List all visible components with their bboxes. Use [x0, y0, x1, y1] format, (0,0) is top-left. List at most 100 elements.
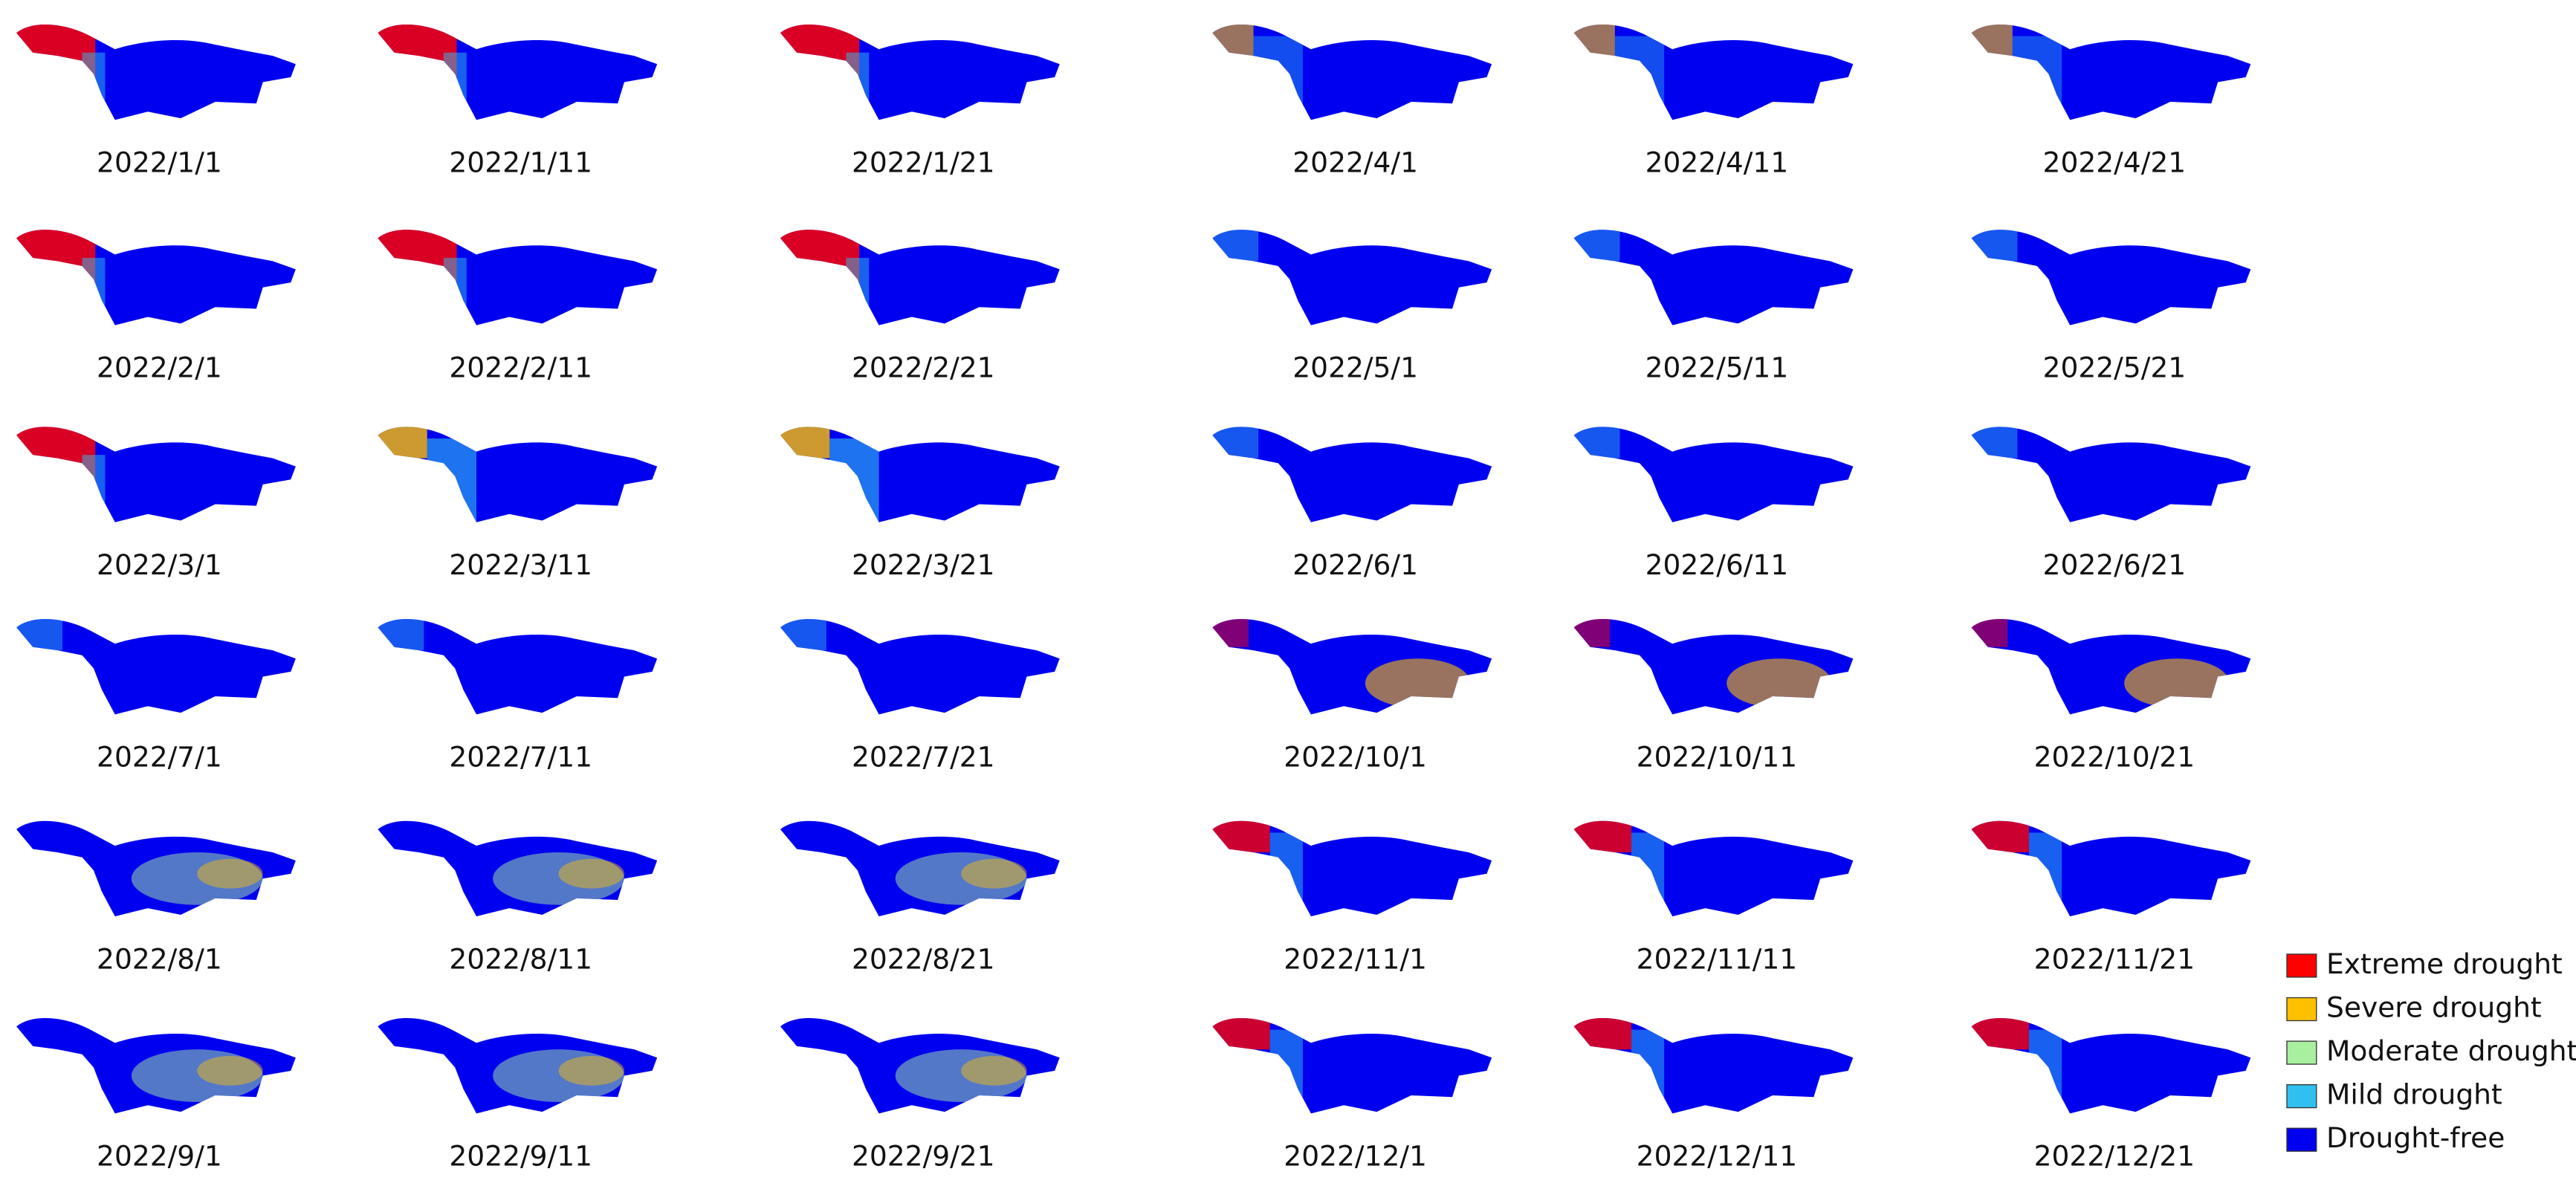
tint: [846, 52, 870, 119]
tint: [378, 24, 457, 120]
legend-swatch: [2286, 953, 2317, 978]
map-panel: [378, 230, 658, 325]
map-panel: [16, 1017, 296, 1114]
tint: [427, 438, 477, 522]
tint: [493, 1049, 624, 1102]
drought-overlay: [1573, 820, 1665, 915]
tint: [16, 230, 96, 325]
basin: [1212, 24, 1492, 120]
drought-overlay: [1212, 427, 1259, 459]
tint: [1212, 1017, 1270, 1050]
tint: [961, 1055, 1027, 1086]
map-panel: [378, 820, 658, 917]
tint: [829, 438, 879, 522]
panel-label: 2022/2/21: [852, 351, 995, 384]
drought-overlay: [1573, 230, 1620, 262]
tint: [1573, 1017, 1631, 1050]
panel-label: 2022/8/21: [852, 942, 995, 975]
legend-label: Drought-free: [2326, 1121, 2505, 1154]
basin: [780, 618, 1060, 715]
panel-label: 2022/9/1: [97, 1140, 222, 1173]
panel-label: 2022/3/1: [97, 548, 222, 581]
tint: [2028, 832, 2062, 915]
panel-label: 2022/4/11: [1645, 146, 1789, 178]
drought-overlay: [1971, 820, 2062, 915]
legend-label: Moderate drought: [2326, 1034, 2576, 1067]
drought-overlay: [1212, 230, 1259, 262]
map-panel: [1573, 230, 1854, 325]
map-panel: [1971, 230, 2251, 325]
tint: [82, 257, 106, 324]
tint: [558, 1055, 624, 1086]
map-panel: [780, 618, 1060, 715]
tint: [1631, 1029, 1665, 1112]
tint: [16, 427, 96, 522]
panel-label: 2022/10/1: [1284, 740, 1427, 773]
tint: [1573, 427, 1620, 459]
map-panel: [1212, 427, 1492, 522]
tint: [1212, 618, 1249, 647]
map-panel: [378, 1017, 658, 1114]
drought-overlay: [16, 24, 106, 120]
tint: [1971, 427, 2018, 459]
basin: [1573, 230, 1854, 325]
panel-label: 2022/11/11: [1637, 942, 1798, 975]
panel-label: 2022/2/1: [97, 351, 222, 384]
map-panel: [1212, 230, 1492, 325]
tint: [1573, 820, 1631, 852]
map-panel: [1971, 24, 2251, 120]
map-panel: [378, 427, 658, 522]
map-panel: [1971, 1017, 2251, 1114]
panel-label: 2022/7/11: [449, 740, 592, 773]
drought-overlay: [16, 427, 106, 522]
panel-label: 2022/4/21: [2043, 146, 2187, 178]
panel-label: 2022/9/11: [449, 1140, 592, 1173]
tint: [1971, 820, 2029, 852]
basin: [16, 618, 296, 715]
tint: [1726, 658, 1832, 708]
tint: [780, 24, 860, 120]
panel-label: 2022/7/1: [97, 740, 222, 773]
tint: [1269, 1029, 1303, 1112]
panel-label: 2022/10/21: [2034, 740, 2195, 773]
drought-overlay: [378, 24, 467, 120]
tint: [16, 618, 62, 651]
tint: [2012, 36, 2062, 119]
panel-label: 2022/5/11: [1645, 351, 1789, 384]
tint: [1212, 820, 1270, 852]
map-panel: [1573, 618, 1854, 715]
drought-overlay: [1573, 427, 1620, 459]
tint: [780, 427, 830, 459]
tint: [961, 858, 1027, 889]
drought-overlay: [378, 618, 424, 651]
drought-overlay: [1971, 427, 2018, 459]
panel-label: 2022/10/11: [1637, 740, 1798, 773]
tint: [82, 52, 106, 119]
drought-overlay: [131, 1049, 263, 1102]
panel-label: 2022/11/1: [1284, 942, 1427, 975]
tint: [443, 257, 467, 324]
drought-overlay: [1971, 230, 2018, 262]
drought-overlay: [493, 1049, 624, 1102]
panel-label: 2022/5/1: [1292, 351, 1418, 384]
drought-overlay: [1573, 1017, 1665, 1112]
tint: [1631, 832, 1665, 915]
tint: [197, 858, 263, 889]
map-panel: [1971, 820, 2251, 917]
map-panel: [16, 618, 296, 715]
map-panel: [16, 24, 296, 120]
legend-label: Mild drought: [2326, 1078, 2502, 1111]
map-panel: [780, 24, 1060, 120]
map-panel: [1573, 1017, 1854, 1114]
map-panel: [1212, 1017, 1492, 1114]
tint: [2028, 1029, 2062, 1112]
panel-label: 2022/6/11: [1645, 548, 1789, 581]
drought-overlay: [1212, 1017, 1303, 1112]
drought-overlay: [131, 852, 263, 905]
legend-label: Severe drought: [2326, 991, 2542, 1024]
panel-label: 2022/3/21: [852, 548, 995, 581]
drought-overlay: [378, 230, 467, 325]
tint: [131, 1049, 263, 1102]
basin: [1573, 24, 1854, 120]
